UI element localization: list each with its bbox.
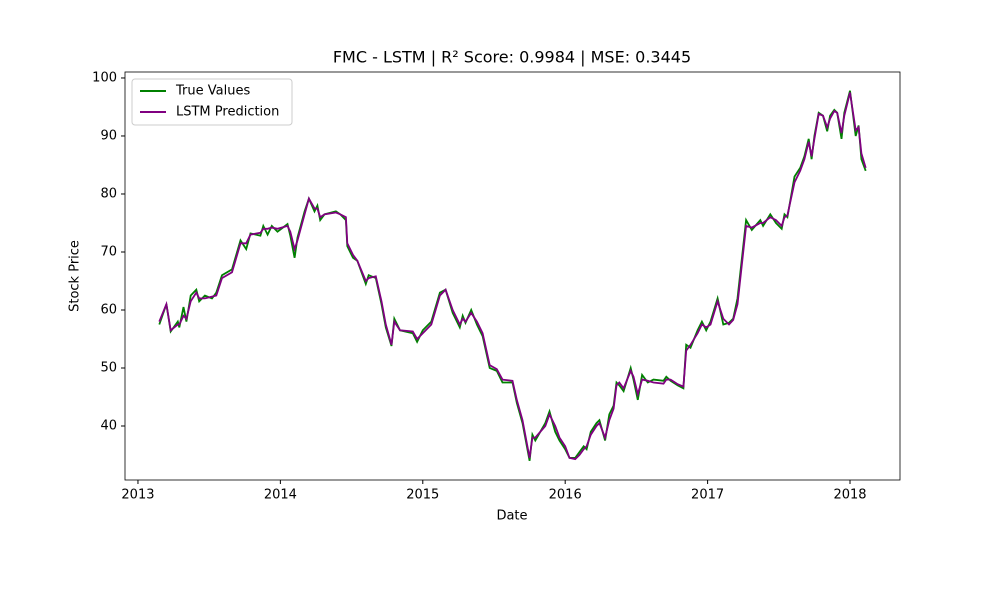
y-tick-label: 50 bbox=[100, 360, 117, 375]
x-tick-label: 2013 bbox=[121, 488, 154, 503]
y-tick-label: 60 bbox=[100, 302, 117, 317]
y-axis-label: Stock Price bbox=[68, 240, 83, 312]
x-tick-label: 2016 bbox=[549, 488, 582, 503]
x-tick-label: 2014 bbox=[264, 488, 297, 503]
legend-label: LSTM Prediction bbox=[176, 105, 279, 120]
y-tick-label: 90 bbox=[100, 128, 117, 143]
chart-title: FMC - LSTM | R² Score: 0.9984 | MSE: 0.3… bbox=[333, 48, 691, 67]
y-tick-label: 40 bbox=[100, 418, 117, 433]
legend-label: True Values bbox=[175, 84, 250, 99]
y-tick-label: 80 bbox=[100, 186, 117, 201]
x-tick-label: 2018 bbox=[833, 488, 866, 503]
x-tick-label: 2017 bbox=[691, 488, 724, 503]
series-line bbox=[158, 92, 867, 461]
plot-frame bbox=[124, 71, 901, 481]
legend-box bbox=[131, 78, 293, 126]
x-tick-label: 2015 bbox=[406, 488, 439, 503]
series-line bbox=[158, 90, 867, 461]
x-axis-label: Date bbox=[496, 509, 527, 524]
y-tick-label: 70 bbox=[100, 244, 117, 259]
y-tick-label: 100 bbox=[92, 70, 117, 85]
